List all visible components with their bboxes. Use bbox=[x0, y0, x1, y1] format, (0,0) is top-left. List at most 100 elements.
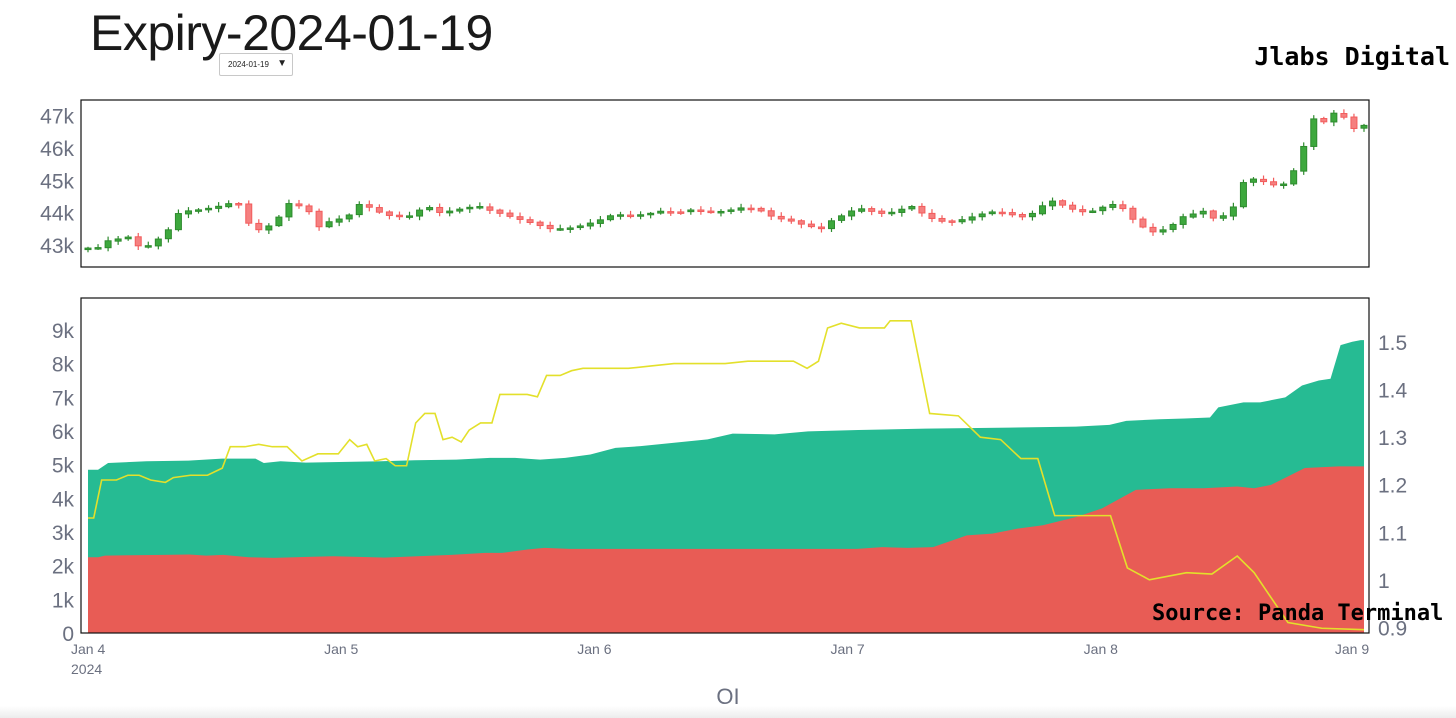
oi-y-tick-label: 4k bbox=[52, 488, 75, 511]
candle-body bbox=[586, 222, 594, 227]
oi-y-tick-label: 5k bbox=[52, 455, 75, 478]
candle-body bbox=[617, 214, 625, 217]
candle-body bbox=[205, 207, 213, 211]
candle-body bbox=[395, 214, 403, 218]
candle-body bbox=[958, 219, 966, 223]
candle-body bbox=[677, 211, 685, 214]
candle-body bbox=[1260, 178, 1268, 183]
candle-body bbox=[1008, 212, 1016, 216]
candle-body bbox=[978, 213, 986, 218]
expiry-dropdown[interactable]: 2024-01-19 ▼ bbox=[219, 53, 293, 76]
candle-body bbox=[858, 208, 866, 212]
candle-body bbox=[1280, 183, 1288, 187]
candle-y-tick-label: 47k bbox=[40, 106, 74, 129]
window-bottom-edge bbox=[0, 706, 1456, 718]
candle-body bbox=[1169, 223, 1177, 230]
oi-y-tick-label: 9k bbox=[52, 320, 75, 343]
x-tick-label: Jan 4 bbox=[71, 641, 105, 657]
candle-body bbox=[727, 209, 735, 212]
candle-body bbox=[416, 209, 424, 217]
candle-body bbox=[174, 213, 182, 231]
candle-body bbox=[1209, 210, 1217, 219]
candle-body bbox=[1149, 226, 1157, 233]
x-year-label: 2024 bbox=[71, 661, 102, 677]
candle-body bbox=[144, 245, 152, 248]
candle-body bbox=[637, 214, 645, 217]
candle-body bbox=[767, 210, 775, 217]
candle-body bbox=[1340, 113, 1348, 118]
chevron-down-icon: ▼ bbox=[277, 58, 287, 69]
candle-body bbox=[466, 206, 474, 210]
candle-body bbox=[777, 215, 785, 220]
candle-body bbox=[255, 222, 263, 231]
candlestick-panel: 43k 44k 45k 46k 47k bbox=[40, 99, 1370, 268]
candle-body bbox=[667, 211, 675, 214]
candle-body bbox=[355, 204, 363, 216]
oi-y-tick-label: 0 bbox=[62, 623, 74, 646]
candle-body bbox=[1229, 206, 1237, 217]
candle-body bbox=[164, 229, 172, 240]
candle-body bbox=[1069, 204, 1077, 210]
candle-body bbox=[838, 215, 846, 221]
oi-y2-tick-label: 1.5 bbox=[1378, 332, 1407, 355]
candle-body bbox=[1018, 214, 1026, 218]
candle-body bbox=[556, 228, 564, 231]
candle-body bbox=[1189, 213, 1197, 218]
candle-y-tick-label: 44k bbox=[40, 203, 74, 226]
candle-body bbox=[385, 211, 393, 216]
candle-body bbox=[1099, 206, 1107, 212]
candle-body bbox=[154, 238, 162, 247]
candle-body bbox=[908, 206, 916, 210]
candle-body bbox=[878, 210, 886, 214]
candle-body bbox=[365, 204, 373, 208]
candle-body bbox=[456, 208, 464, 212]
candle-body bbox=[315, 210, 323, 228]
oi-panel: 0 1k 2k 3k 4k 5k 6k 7k 8k 9k 0.9 1 1.1 1.2 1.3 1.4 1.5 Ja… bbox=[52, 297, 1408, 677]
candle-body bbox=[345, 214, 353, 220]
candle-body bbox=[787, 218, 795, 222]
candle-body bbox=[1159, 229, 1167, 233]
candle-body bbox=[928, 212, 936, 219]
x-tick-label: Jan 5 bbox=[324, 641, 358, 657]
candle-body bbox=[1290, 170, 1298, 185]
x-tick-label: Jan 6 bbox=[577, 641, 611, 657]
candle-body bbox=[305, 205, 313, 213]
source-label: Source: Panda Terminal bbox=[1152, 601, 1444, 626]
candle-body bbox=[215, 205, 223, 209]
candle-body bbox=[968, 216, 976, 221]
candle-body bbox=[536, 221, 544, 227]
candle-body bbox=[817, 226, 825, 230]
candle-body bbox=[506, 212, 514, 217]
candle-body bbox=[124, 236, 132, 240]
candle-body bbox=[546, 224, 554, 230]
candle-body bbox=[707, 210, 715, 214]
candle-body bbox=[1249, 178, 1257, 183]
candle-body bbox=[1350, 116, 1358, 129]
candle-body bbox=[596, 219, 604, 224]
candle-body bbox=[627, 214, 635, 218]
candle-body bbox=[566, 227, 574, 230]
candle-body bbox=[868, 208, 876, 212]
candle-body bbox=[697, 209, 705, 213]
candle-body bbox=[747, 207, 755, 211]
candle-body bbox=[486, 206, 494, 211]
candle-body bbox=[1089, 210, 1097, 213]
candle-body bbox=[225, 203, 233, 208]
candle-body bbox=[1139, 218, 1147, 228]
oi-y2-tick-label: 1.3 bbox=[1378, 427, 1407, 450]
candle-body bbox=[195, 209, 203, 212]
oi-y2-tick-label: 1 bbox=[1378, 570, 1390, 593]
candle-body bbox=[516, 216, 524, 220]
candle-plot-frame bbox=[80, 99, 1370, 268]
candle-body bbox=[797, 220, 805, 225]
page-title: Expiry-2024-01-19 bbox=[90, 5, 493, 61]
candle-body bbox=[1360, 124, 1368, 129]
candle-body bbox=[1310, 118, 1318, 147]
candle-body bbox=[325, 221, 333, 228]
candle-body bbox=[1239, 182, 1247, 208]
candle-body bbox=[898, 208, 906, 213]
candle-body bbox=[687, 209, 695, 213]
candle-body bbox=[1179, 216, 1187, 225]
candle-body bbox=[235, 203, 243, 206]
